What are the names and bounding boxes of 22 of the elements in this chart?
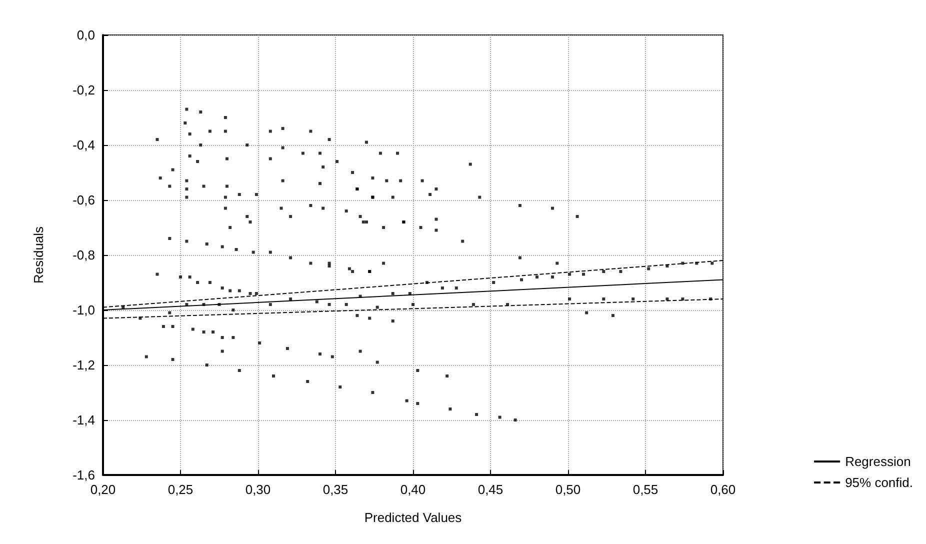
y-tick-label: -0,4 (72, 138, 95, 152)
x-tick-label: 0,60 (710, 482, 736, 497)
x-tick-label: 0,45 (478, 482, 504, 497)
x-tick-label: 0,35 (322, 482, 348, 497)
y-axis-title: Residuals (31, 226, 46, 284)
legend-label: Regression (845, 454, 911, 469)
legend-label: 95% confid. (845, 475, 914, 490)
x-tick-label: 0,25 (168, 482, 194, 497)
x-axis-title: Predicted Values (364, 510, 462, 525)
y-tick-label: 0,0 (76, 28, 95, 42)
y-tick-label: -1,2 (72, 358, 95, 372)
x-tick-label: 0,50 (555, 482, 581, 497)
x-tick-label: 0,30 (245, 482, 271, 497)
y-tick-label: -0,8 (72, 248, 95, 262)
y-tick-label: -0,2 (72, 82, 95, 98)
x-tick-label: 0,20 (90, 482, 116, 497)
y-tick-label: -1,0 (72, 302, 95, 318)
y-tick-label: -1,4 (72, 412, 95, 428)
x-tick-label: 0,40 (400, 482, 426, 497)
y-tick-label: -1,6 (72, 468, 95, 482)
x-tick-label: 0,55 (632, 482, 658, 497)
y-tick-label: -0,6 (72, 192, 95, 208)
